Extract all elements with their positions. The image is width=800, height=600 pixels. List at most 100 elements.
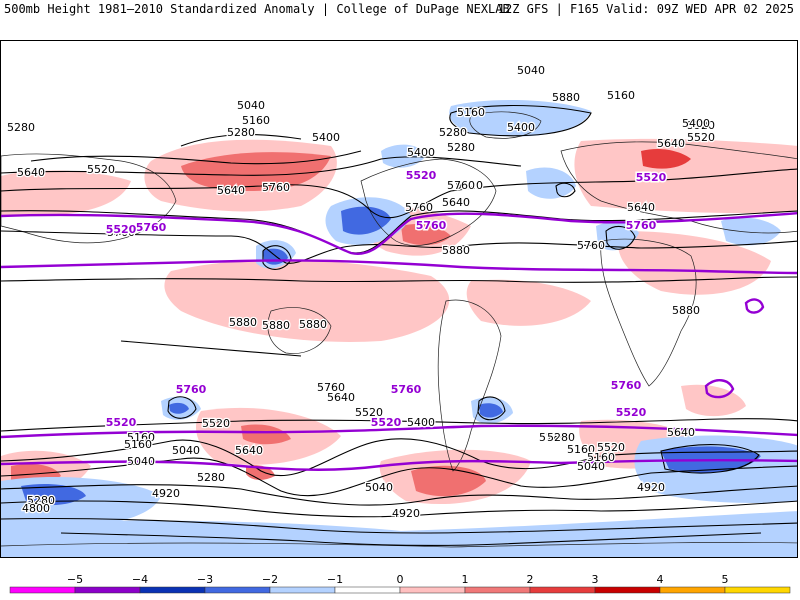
reference-contour-label: 5760 <box>391 383 422 396</box>
height-contour-label: 5760 <box>317 381 345 394</box>
colorbar-tick-label: −5 <box>67 573 83 586</box>
height-contour-label: 5880 <box>442 244 470 257</box>
height-contour-5160-nh <box>30 150 362 165</box>
height-contour-label: 5160 <box>242 114 270 127</box>
height-contour-label: 5160 <box>124 438 152 451</box>
positive-anomaly-area <box>466 279 591 326</box>
height-contour-label: 5400 <box>682 117 710 130</box>
positive-anomaly-area <box>641 148 691 169</box>
coastline-eurasia <box>560 141 797 234</box>
height-contour-label: 4800 <box>22 502 50 515</box>
positive-anomaly-area <box>411 465 486 497</box>
colorbar-tick-label: 3 <box>592 573 599 586</box>
height-contour-label: 5640 <box>235 444 263 457</box>
coastline-south-america <box>437 299 502 472</box>
colorbar-swatch <box>9 586 76 594</box>
height-contour-label: 5280 <box>7 121 35 134</box>
colorbar-swatch <box>204 586 271 594</box>
anomaly-shading <box>1 99 797 557</box>
reference-contour-label: 5520 <box>636 171 667 184</box>
colorbar-ticks: −5 −4 −3 −2 −1 0 1 2 3 4 5 <box>67 573 729 586</box>
height-contour-low-nh <box>262 245 292 270</box>
height-contour-label: 5400 <box>312 131 340 144</box>
model-run-info: 12Z GFS | F165 Valid: 09Z WED APR 02 202… <box>497 2 794 16</box>
height-contour-label: 5040 <box>172 444 200 457</box>
height-contour-label: 5640 <box>627 201 655 214</box>
height-contour-low-nh <box>555 182 576 198</box>
height-contour-label: 5160 <box>607 89 635 102</box>
negative-anomaly-area <box>479 403 503 418</box>
colorbar-tick-label: 1 <box>462 573 469 586</box>
reference-contours <box>1 211 797 471</box>
height-contour-label: 5640 <box>217 184 245 197</box>
colorbar-swatch <box>399 586 466 594</box>
colorbar: −5 −4 −3 −2 −1 0 1 2 3 4 5 <box>9 573 791 594</box>
height-contour-low-sh <box>167 396 197 419</box>
height-contour-label: 5520 <box>687 131 715 144</box>
reference-contour-label: 5760 <box>611 379 642 392</box>
positive-anomaly-area <box>241 424 291 445</box>
negative-anomaly-area <box>21 484 86 506</box>
positive-anomaly-area <box>401 224 451 246</box>
colorbar-swatch <box>334 586 401 594</box>
reference-contour-label: 5520 <box>616 406 647 419</box>
height-contour-low-nh <box>449 104 592 137</box>
coastline-africa <box>600 238 697 387</box>
height-contour-label: 5880 <box>552 91 580 104</box>
height-contour-label: 5040 <box>127 455 155 468</box>
height-contour-label: 5400 <box>407 416 435 429</box>
height-contour-5280-sh <box>1 500 797 518</box>
height-contour-5880-nh <box>120 340 302 357</box>
negative-anomaly-area <box>381 144 426 168</box>
reference-contour-5520-sh <box>1 458 797 471</box>
height-contour-5760-nh <box>1 276 797 283</box>
height-contour-5040-sh <box>1 517 797 534</box>
reference-contour-small-closed <box>704 379 735 399</box>
reference-contour-label: 5520 <box>371 416 402 429</box>
height-contour-label: 5640 <box>667 426 695 439</box>
height-contour-label: 5400 <box>507 121 535 134</box>
colorbar-tick-label: 5 <box>722 573 729 586</box>
reference-contour-label: 5760 <box>626 219 657 232</box>
height-contour-label: 5880 <box>299 318 327 331</box>
negative-anomaly-area <box>721 217 781 246</box>
positive-anomaly-area <box>1 170 131 216</box>
negative-anomaly-area <box>449 99 591 137</box>
positive-anomaly-area <box>574 138 797 214</box>
colorbar-swatch <box>74 586 141 594</box>
height-contour-label: 5160 <box>457 106 485 119</box>
height-contour-label: 5760 <box>577 239 605 252</box>
height-contour-4920-sh <box>60 532 762 546</box>
reference-contour-5760-sh <box>1 424 797 439</box>
colorbar-swatch <box>724 586 791 594</box>
colorbar-swatch <box>464 586 531 594</box>
height-contour-label: 4920 <box>152 487 180 500</box>
height-contour-label: 5040 <box>365 481 393 494</box>
height-contours <box>1 104 797 546</box>
height-contour-label: 5760 <box>405 201 433 214</box>
map-panel: 5040 5160 5280 5280 5400 5520 5640 5640 5760 5760… <box>0 40 798 558</box>
reference-contour-label: 5520 <box>406 169 437 182</box>
height-contour-label: 5400 <box>407 146 435 159</box>
negative-anomaly-area <box>341 206 391 235</box>
reference-contour-label: 5760 <box>416 219 447 232</box>
colorbar-tick-label: 0 <box>397 573 404 586</box>
height-contour-5520-nh <box>1 210 797 254</box>
height-contour-5280-nh <box>1 156 522 176</box>
colorbar-tick-label: 4 <box>657 573 664 586</box>
colorbar-tick-label: −1 <box>327 573 343 586</box>
reference-contour-5760-nh <box>1 259 797 275</box>
height-contour-low-sh <box>477 396 506 421</box>
reference-contour-5520-nh <box>1 211 797 256</box>
colorbar-swatch <box>269 586 336 594</box>
height-contour-label: 4920 <box>637 481 665 494</box>
reference-contour-small-closed <box>744 298 765 314</box>
colorbar-swatch <box>139 586 206 594</box>
height-contour-label: 5280 <box>547 431 575 444</box>
height-contour-label: 5520 <box>355 406 383 419</box>
height-contour-5400-sh <box>1 484 797 506</box>
height-contour-label: 5280 <box>197 471 225 484</box>
height-contour-label: 5160 <box>587 451 615 464</box>
